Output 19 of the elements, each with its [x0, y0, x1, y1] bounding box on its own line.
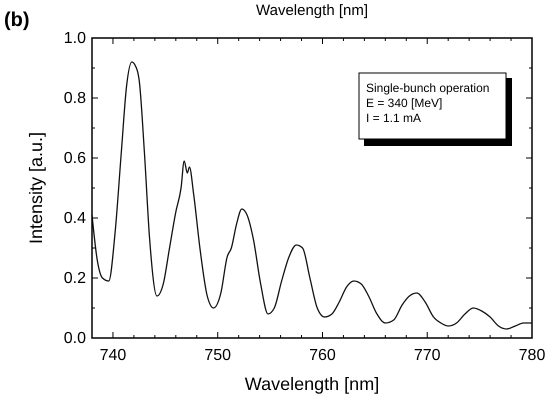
- annotation: E = 340 [MeV]: [366, 96, 442, 110]
- y-tick-label: 0.0: [64, 330, 86, 347]
- x-tick-label: 780: [518, 347, 546, 364]
- x-tick-label: 760: [309, 347, 336, 364]
- y-tick-label: 0.8: [64, 90, 86, 107]
- y-axis-title: Intensity [a.u.]: [26, 132, 46, 244]
- x-tick-label: 770: [414, 347, 441, 364]
- annotation: Single-bunch operation: [366, 81, 490, 95]
- line-series: [91, 61, 533, 330]
- text: (b): [4, 9, 30, 31]
- y-tick-label: 0.2: [64, 270, 86, 287]
- y-tick-label: 1.0: [64, 30, 86, 47]
- x-tick-label: 750: [204, 347, 232, 364]
- x-axis-title: Wavelength [nm]: [244, 374, 380, 394]
- y-tick-label: 0.4: [64, 210, 86, 227]
- text: Wavelength [nm]: [256, 2, 368, 19]
- y-tick-label: 0.6: [64, 150, 86, 167]
- x-tick-label: 740: [100, 347, 126, 364]
- annotation: I = 1.1 mA: [366, 111, 422, 125]
